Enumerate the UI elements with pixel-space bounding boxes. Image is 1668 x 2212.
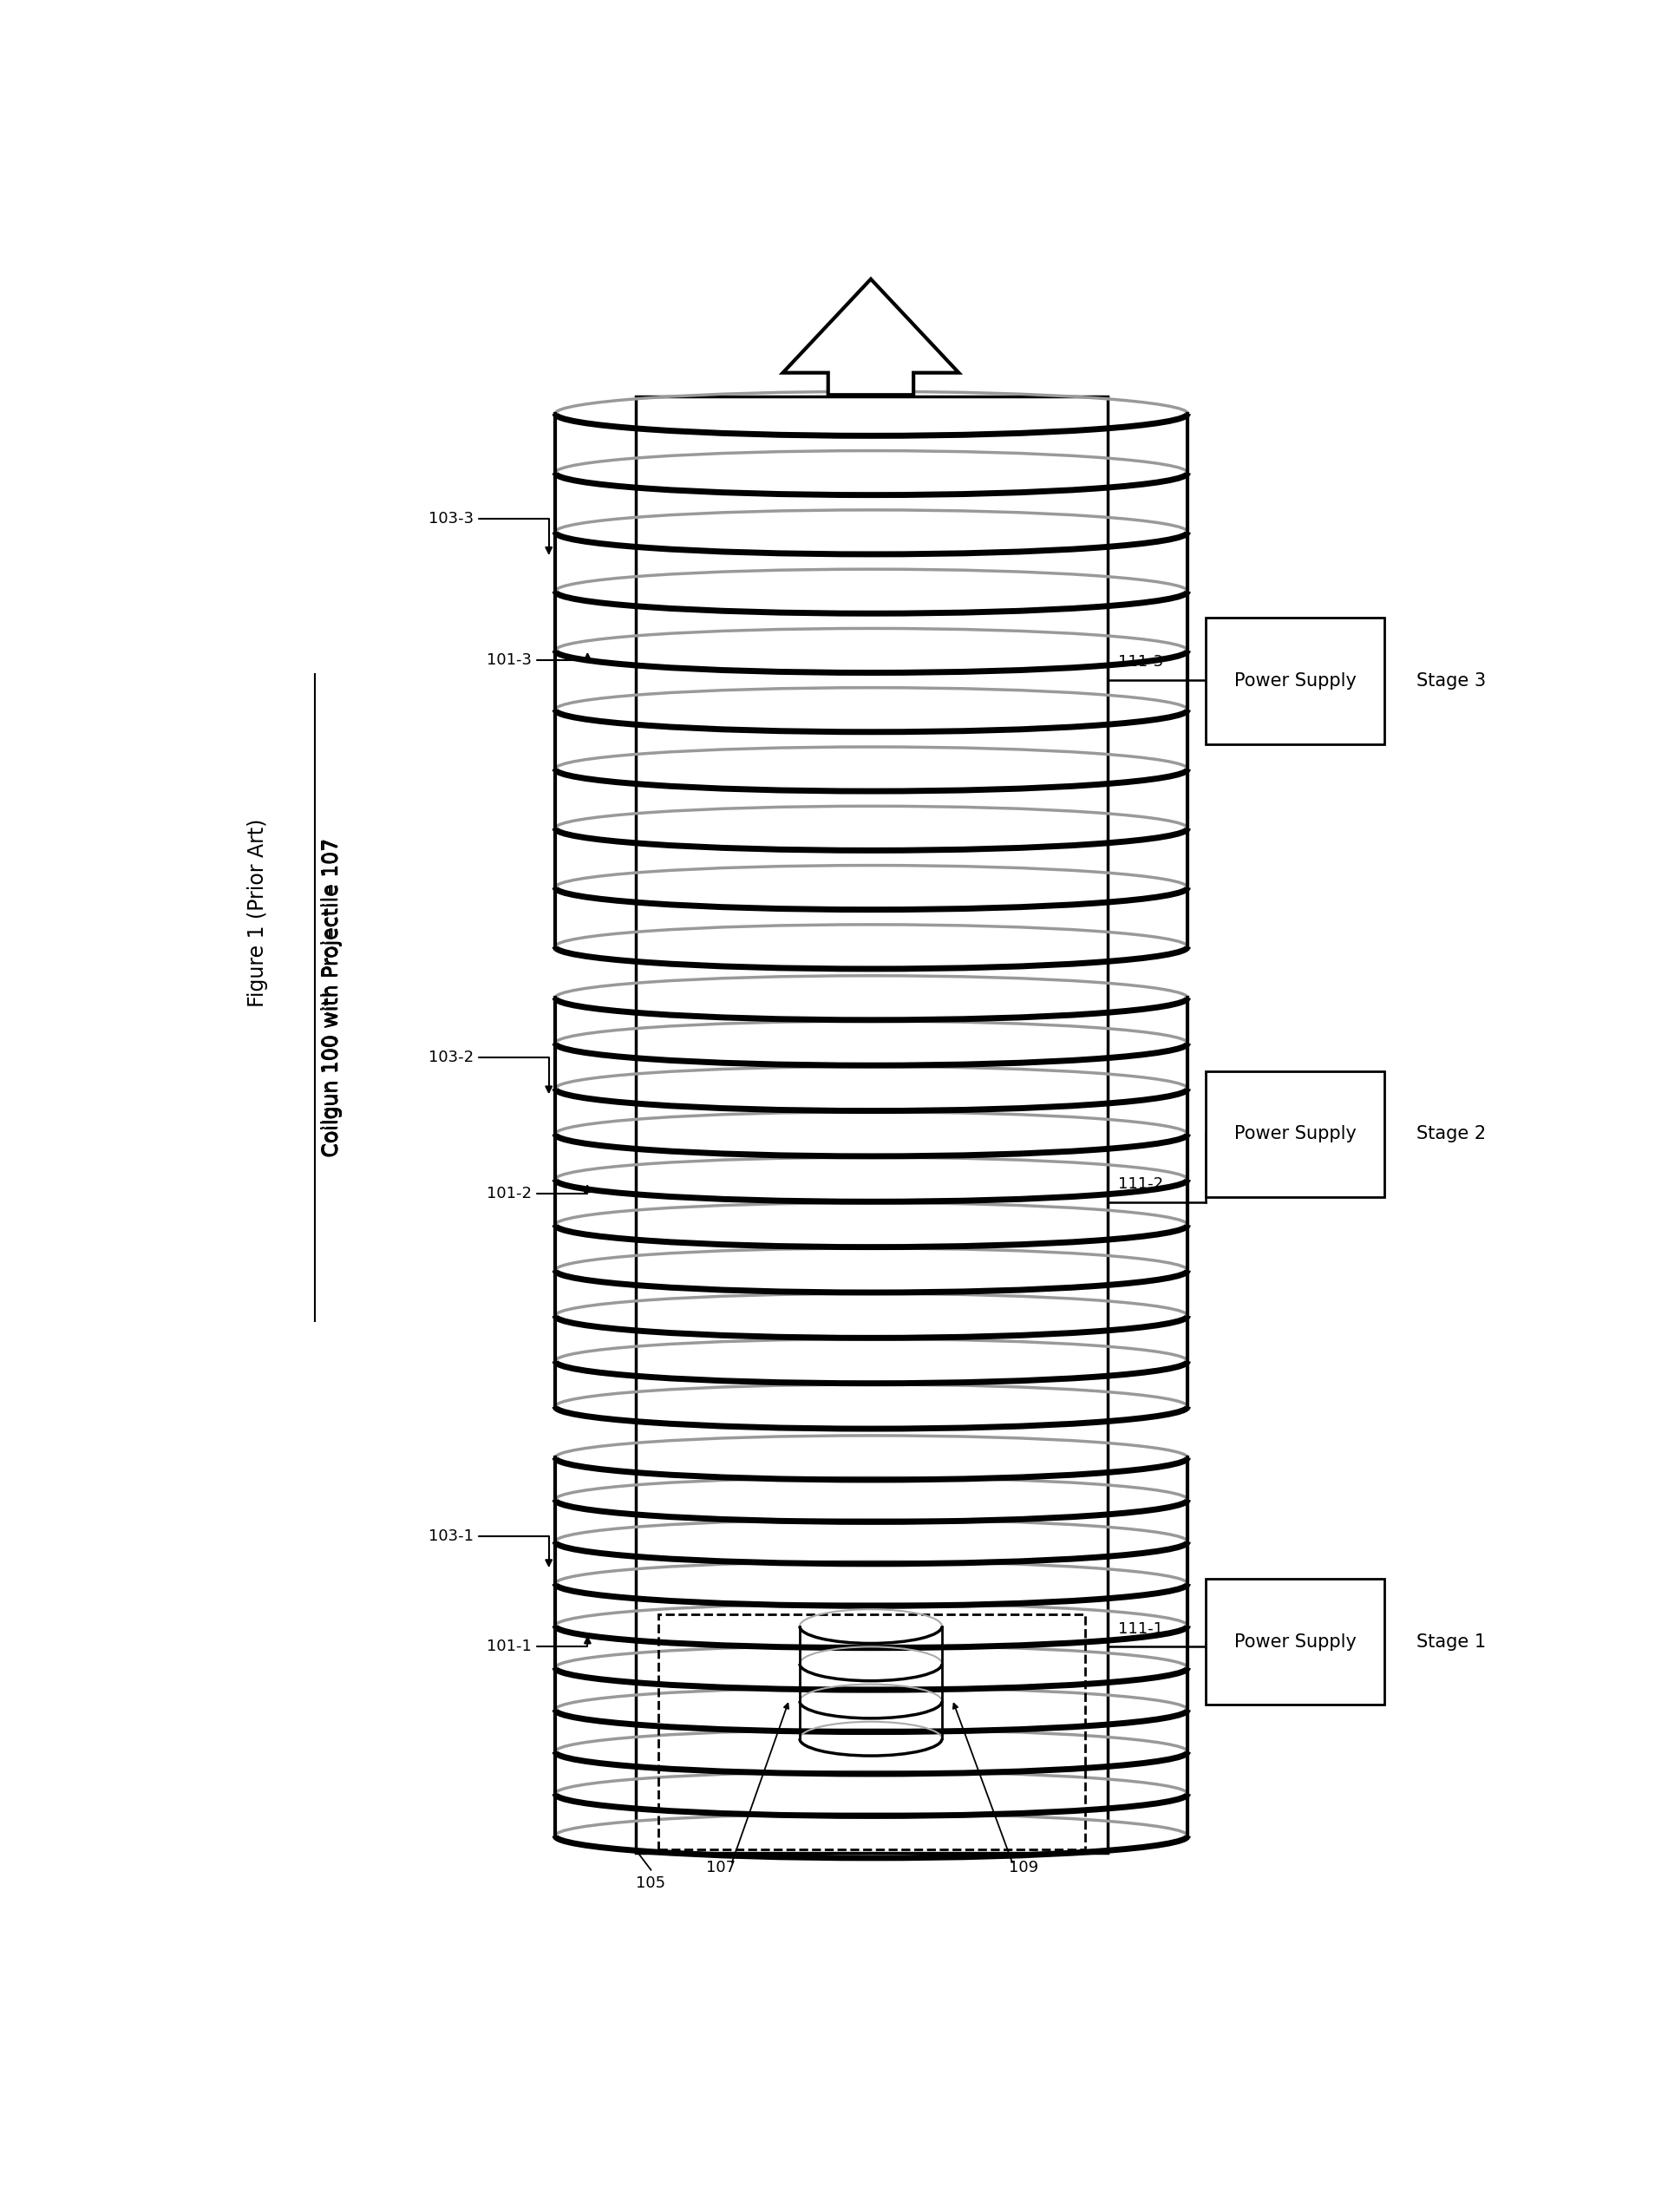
Text: Power Supply: Power Supply	[1233, 672, 1356, 690]
Text: 111-2: 111-2	[1118, 1177, 1163, 1192]
Bar	[636, 396, 1108, 1854]
Bar	[659, 1615, 1084, 1849]
Text: 101-1: 101-1	[487, 1637, 590, 1655]
Text: Stage 2: Stage 2	[1416, 1126, 1485, 1144]
Text: 103-3: 103-3	[429, 511, 552, 553]
Text: Stage 3: Stage 3	[1416, 672, 1485, 690]
Text: 111-1: 111-1	[1118, 1621, 1163, 1637]
Text: 107: 107	[706, 1860, 736, 1876]
Bar	[1206, 617, 1383, 743]
Polygon shape	[782, 279, 957, 396]
Text: 105: 105	[636, 1876, 666, 1891]
Text: 103-1: 103-1	[429, 1528, 552, 1566]
Text: 103-2: 103-2	[429, 1051, 552, 1093]
Text: Coilgun 100 with Projectile 107: Coilgun 100 with Projectile 107	[320, 838, 342, 1157]
Text: 101-3: 101-3	[487, 653, 590, 668]
Text: 111-3: 111-3	[1118, 655, 1163, 670]
Text: Stage 1: Stage 1	[1416, 1632, 1485, 1650]
Text: Power Supply: Power Supply	[1233, 1126, 1356, 1144]
Bar	[1206, 1579, 1383, 1705]
Text: Power Supply: Power Supply	[1233, 1632, 1356, 1650]
Text: 101-2: 101-2	[487, 1186, 590, 1201]
Text: Coilgun 100 with Projectile 107: Coilgun 100 with Projectile 107	[320, 838, 342, 1157]
Text: Figure 1 (Prior Art): Figure 1 (Prior Art)	[247, 818, 269, 1006]
Bar	[1206, 1071, 1383, 1197]
Text: 109: 109	[1007, 1860, 1037, 1876]
